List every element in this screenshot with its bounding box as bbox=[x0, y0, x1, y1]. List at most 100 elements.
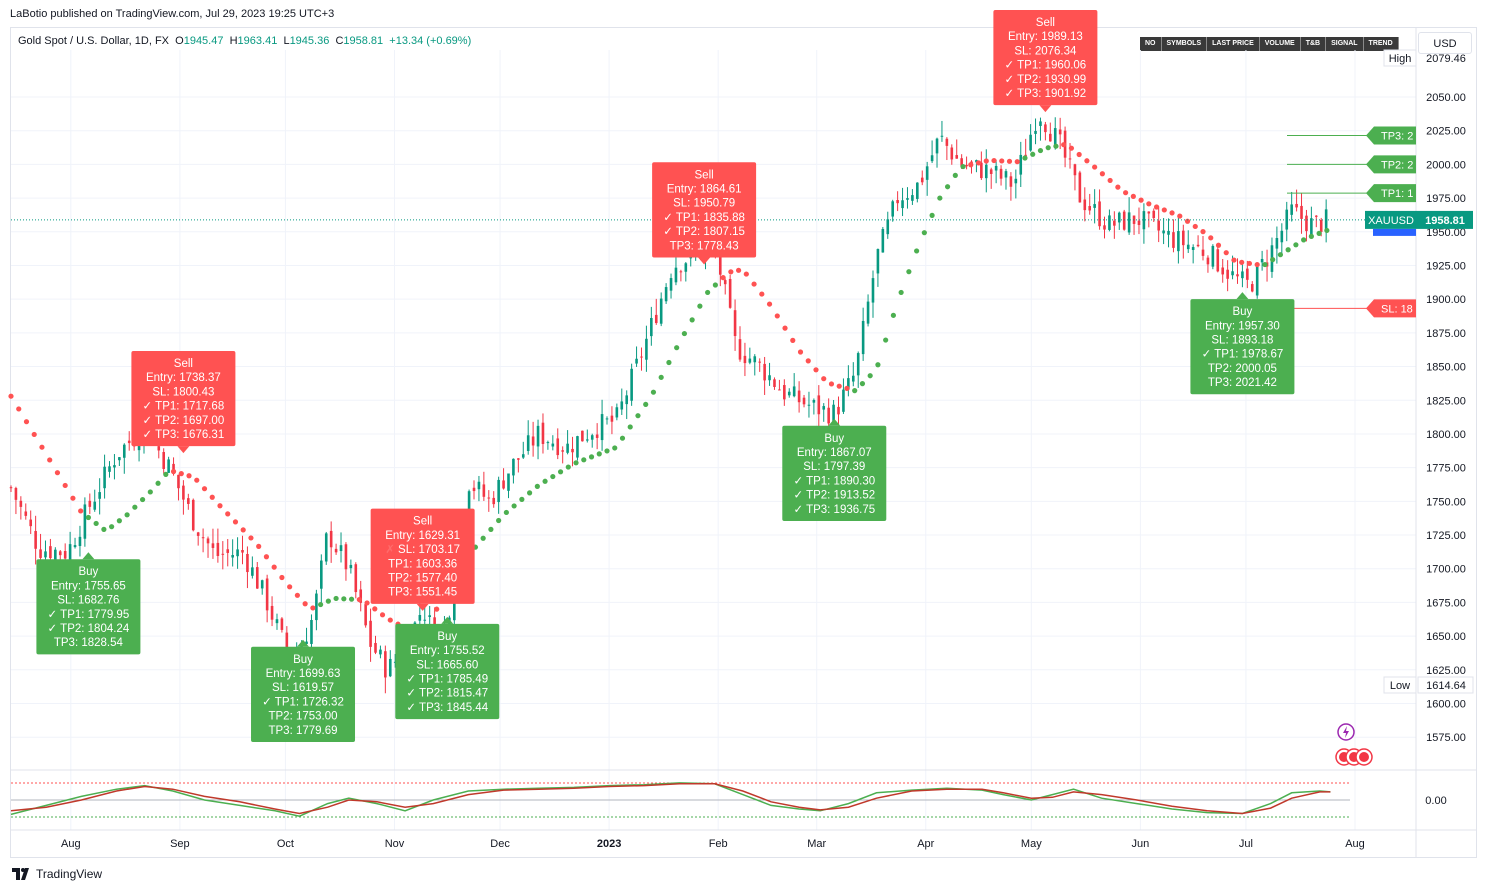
trail-dot bbox=[1146, 201, 1152, 207]
signal-sell[interactable]: Sell Entry: 1629.31 ✗ SL: 1703.17 TP1: 1603… bbox=[370, 508, 475, 611]
candle-body bbox=[93, 501, 97, 510]
trail-dot bbox=[1239, 259, 1245, 265]
candle-body bbox=[1290, 204, 1293, 215]
trail-dot bbox=[612, 445, 618, 451]
signal-line: ✓ TP2: 1815.47 bbox=[406, 688, 488, 700]
trail-dot bbox=[1099, 171, 1105, 177]
candle-body bbox=[901, 200, 904, 209]
candle-body bbox=[960, 158, 963, 167]
candle-body bbox=[1103, 225, 1106, 230]
trail-dot bbox=[557, 469, 564, 475]
trail-dot bbox=[898, 289, 904, 296]
toolbar-volume[interactable]: VOLUME bbox=[1259, 37, 1301, 51]
check-icon: ✓ bbox=[793, 504, 806, 516]
high-marker-box bbox=[1383, 49, 1417, 67]
signal-buy[interactable]: Buy Entry: 1699.63 SL: 1619.57 ✓ TP1: 1726.… bbox=[251, 639, 356, 743]
signal-line: Buy bbox=[293, 654, 313, 666]
trail-dot bbox=[364, 600, 370, 606]
candle-body bbox=[684, 263, 688, 272]
osc-slow-line bbox=[10, 783, 1331, 815]
symbol-price-tag bbox=[1365, 210, 1417, 229]
toolbar-no[interactable]: NO bbox=[1140, 37, 1162, 51]
candle-body bbox=[1236, 274, 1239, 277]
candle-body bbox=[1186, 244, 1190, 250]
candle-body bbox=[669, 278, 673, 291]
signal-buy[interactable]: Buy Entry: 1867.07 SL: 1797.39 ✓ TP1: 1890.… bbox=[782, 418, 887, 521]
signal-pointer bbox=[82, 552, 95, 560]
candle-body bbox=[802, 397, 806, 405]
signal-buy[interactable]: Buy Entry: 1755.65 SL: 1682.76 ✓ TP1: 1779.… bbox=[36, 552, 141, 655]
signal-line: ✓ TP3: 1936.75 bbox=[793, 504, 875, 516]
signal-buy[interactable]: Buy Entry: 1755.52 SL: 1665.60 ✓ TP1: 1785.… bbox=[395, 616, 500, 720]
signal-sell[interactable]: Sell Entry: 1864.61 SL: 1950.79 ✓ TP1: 1835… bbox=[652, 162, 757, 265]
trail-dot bbox=[728, 269, 734, 275]
candle-body bbox=[379, 649, 382, 655]
candle-body bbox=[1093, 204, 1096, 208]
signal-sell[interactable]: Sell Entry: 1989.13 SL: 2076.34 ✓ TP1: 1960… bbox=[993, 9, 1098, 113]
candle-body bbox=[778, 389, 781, 391]
candle-body bbox=[334, 548, 338, 553]
trail-dot bbox=[1053, 143, 1059, 149]
toolbar-last-price[interactable]: LAST PRICE bbox=[1207, 37, 1260, 51]
candle-body bbox=[935, 138, 939, 154]
trail-dot bbox=[379, 612, 386, 618]
trail-dot bbox=[116, 518, 122, 524]
candle-body bbox=[44, 551, 47, 558]
candle-body bbox=[472, 487, 476, 492]
candle-body bbox=[354, 564, 358, 593]
signal-buy[interactable]: Buy Entry: 1957.30 SL: 1893.18 ✓ TP1: 1978.… bbox=[1190, 292, 1295, 395]
trail-dot bbox=[681, 330, 688, 337]
signal-box bbox=[652, 162, 757, 258]
toolbar-symbols[interactable]: SYMBOLS bbox=[1161, 37, 1208, 51]
candle-body bbox=[388, 658, 392, 677]
trail-dot bbox=[1061, 142, 1067, 148]
candle-body bbox=[19, 500, 23, 507]
open-label: O bbox=[175, 35, 184, 47]
candle-body bbox=[1172, 232, 1175, 248]
trail-dot bbox=[983, 158, 989, 164]
x-tick-label: Mar bbox=[807, 838, 826, 850]
candle-body bbox=[847, 378, 850, 390]
toolbar-tb[interactable]: T&B bbox=[1300, 37, 1327, 51]
currency-button[interactable]: USD bbox=[1418, 32, 1472, 54]
trail-dot bbox=[1169, 210, 1175, 216]
signal-line: SL: 1797.39 bbox=[803, 461, 865, 473]
trail-dot bbox=[78, 508, 84, 514]
candle-body bbox=[1300, 205, 1303, 219]
candle-body bbox=[659, 298, 663, 324]
trail-dot bbox=[666, 359, 672, 366]
candle-body bbox=[103, 466, 106, 489]
candle-body bbox=[891, 201, 894, 217]
candles bbox=[9, 117, 1328, 694]
trail-dot bbox=[8, 393, 14, 399]
signal-line: Entry: 1738.37 bbox=[146, 372, 221, 384]
candle-body bbox=[177, 474, 180, 489]
y-tick-label: 1700.00 bbox=[1426, 564, 1466, 576]
signal-sell[interactable]: Sell Entry: 1738.37 SL: 1800.43 ✓ TP1: 1717… bbox=[131, 350, 236, 454]
candle-body bbox=[477, 481, 481, 490]
candle-body bbox=[551, 443, 555, 447]
toolbar-trend[interactable]: TREND bbox=[1363, 37, 1399, 51]
candle-body bbox=[344, 544, 348, 570]
y-tick-label: 1775.00 bbox=[1426, 463, 1466, 475]
candle-body bbox=[1019, 154, 1023, 175]
candle-body bbox=[137, 444, 141, 451]
candle-body bbox=[329, 530, 333, 548]
candle-body bbox=[162, 452, 165, 469]
candle-body bbox=[315, 593, 318, 621]
candle-body bbox=[861, 320, 865, 355]
check-icon: ✓ bbox=[406, 702, 419, 714]
flag-icon-fill bbox=[1359, 752, 1369, 762]
trail-dot bbox=[1161, 207, 1167, 213]
trail-dot bbox=[70, 495, 76, 501]
candle-body bbox=[1083, 199, 1087, 211]
candle-body bbox=[654, 314, 658, 324]
trail-dot bbox=[1068, 145, 1075, 151]
toolbar-signal[interactable]: SIGNAL bbox=[1326, 37, 1364, 51]
candle-body bbox=[773, 379, 776, 387]
x-tick-label: Aug bbox=[1345, 838, 1365, 850]
trail-dot bbox=[596, 451, 602, 457]
candle-body bbox=[1231, 271, 1234, 276]
trail-dot bbox=[209, 494, 215, 500]
